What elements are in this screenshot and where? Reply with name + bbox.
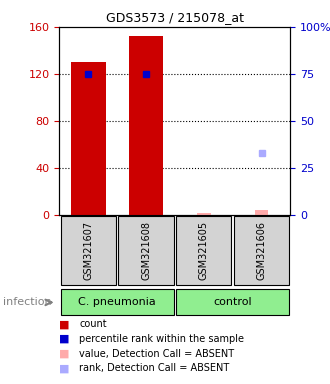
Text: ■: ■ <box>59 319 70 329</box>
Text: ■: ■ <box>59 349 70 359</box>
FancyBboxPatch shape <box>176 290 289 315</box>
Text: C. pneumonia: C. pneumonia <box>78 297 156 308</box>
Text: GSM321607: GSM321607 <box>83 221 93 280</box>
Text: control: control <box>213 297 252 308</box>
Text: ■: ■ <box>59 363 70 373</box>
FancyBboxPatch shape <box>176 217 232 285</box>
Bar <box>255 210 269 215</box>
Bar <box>197 213 211 215</box>
Text: ■: ■ <box>59 334 70 344</box>
Text: GSM321605: GSM321605 <box>199 221 209 280</box>
Text: percentile rank within the sample: percentile rank within the sample <box>79 334 244 344</box>
Bar <box>71 62 106 215</box>
FancyBboxPatch shape <box>234 217 289 285</box>
Text: count: count <box>79 319 107 329</box>
Bar <box>129 36 163 215</box>
Text: infection: infection <box>3 297 52 308</box>
Text: GSM321608: GSM321608 <box>141 221 151 280</box>
Title: GDS3573 / 215078_at: GDS3573 / 215078_at <box>106 11 244 24</box>
FancyBboxPatch shape <box>61 217 116 285</box>
FancyBboxPatch shape <box>118 217 174 285</box>
Text: value, Detection Call = ABSENT: value, Detection Call = ABSENT <box>79 349 234 359</box>
Text: rank, Detection Call = ABSENT: rank, Detection Call = ABSENT <box>79 363 229 373</box>
FancyBboxPatch shape <box>61 290 174 315</box>
Text: GSM321606: GSM321606 <box>256 221 267 280</box>
